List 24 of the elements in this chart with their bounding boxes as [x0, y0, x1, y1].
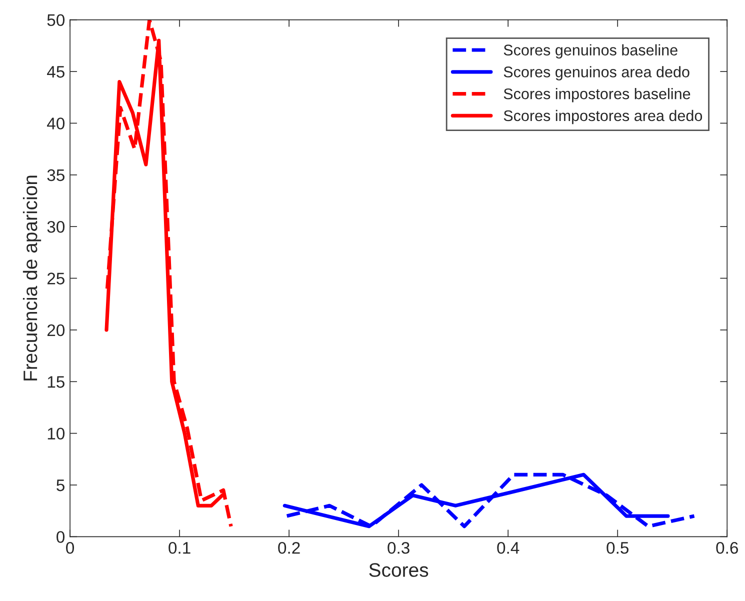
y-tick-label: 50 — [47, 14, 65, 26]
x-tick-label: 0.2 — [278, 542, 300, 554]
legend-label: Scores genuinos area dedo — [504, 66, 690, 80]
y-tick-label: 45 — [47, 66, 64, 78]
y-axis-title: Frecuencia de aparicion — [22, 176, 42, 380]
y-tick-label: 40 — [47, 118, 65, 130]
x-tick-label: 0.5 — [606, 542, 628, 554]
legend-label: Scores genuinos baseline — [504, 44, 678, 59]
x-tick-label: 0.6 — [716, 542, 738, 554]
y-tick-label: 20 — [47, 324, 65, 336]
y-tick-label: 30 — [47, 220, 65, 233]
y-tick-label: 5 — [56, 480, 64, 492]
x-axis-title: Scores — [369, 563, 428, 577]
y-tick-label: 25 — [47, 272, 64, 284]
y-tick-label: 10 — [48, 428, 65, 440]
x-tick-label: 0.3 — [388, 542, 410, 554]
legend-label: Scores impostores baseline — [504, 88, 690, 102]
y-tick-label: 15 — [48, 376, 64, 388]
x-tick-label: 0.1 — [168, 542, 190, 554]
x-tick-label: 0 — [66, 542, 74, 554]
legend-label: Scores impostores area dedo — [504, 110, 702, 124]
x-tick-label: 0.4 — [497, 542, 520, 554]
y-tick-label: 35 — [47, 169, 64, 182]
y-tick-label: 0 — [56, 531, 65, 543]
